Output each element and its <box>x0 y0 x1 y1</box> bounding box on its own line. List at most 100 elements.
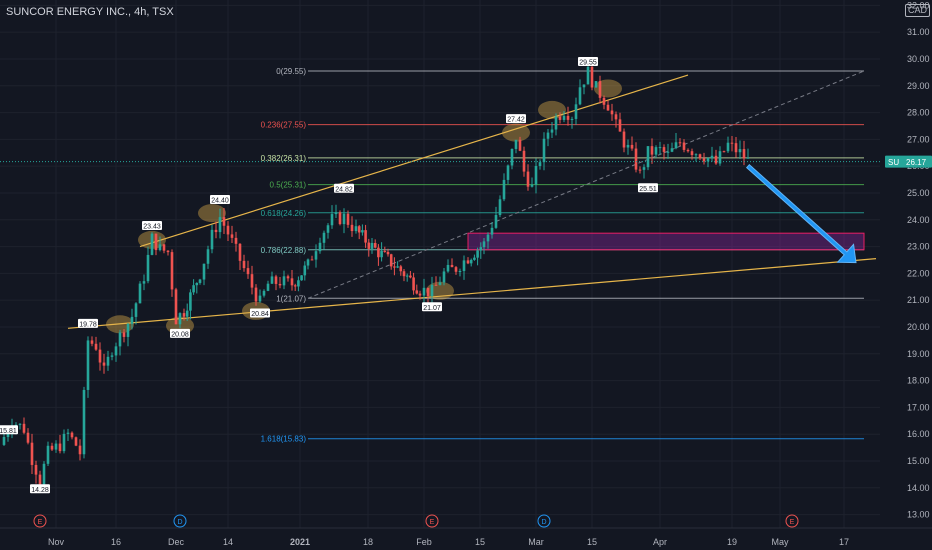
candle-body <box>538 162 542 167</box>
x-tick-label: Nov <box>48 537 65 547</box>
chart-title: SUNCOR ENERGY INC., 4h, TSX <box>6 6 174 18</box>
candle-body <box>594 81 598 88</box>
y-tick-label: 14.00 <box>907 483 930 493</box>
candle-body <box>405 275 409 277</box>
candle-body <box>330 214 334 226</box>
candle-body <box>430 284 434 297</box>
candle-body <box>192 285 195 293</box>
candle-body <box>174 289 178 325</box>
price-annotation-box <box>0 425 18 435</box>
candle-body <box>234 237 238 244</box>
y-tick-label: 20.00 <box>907 322 930 332</box>
candle-body <box>82 389 86 455</box>
price-annotation-label: 19.78 <box>79 321 97 328</box>
candle-body <box>738 149 742 153</box>
candle-body <box>606 104 610 111</box>
candle-body <box>206 249 210 264</box>
candle-body <box>306 259 310 266</box>
candle-body <box>690 151 694 155</box>
candle-body <box>326 225 330 233</box>
candle-body <box>678 142 682 144</box>
candle-body <box>610 110 614 115</box>
candle-body <box>377 247 380 258</box>
projection-arrow <box>745 163 857 264</box>
candle-body <box>626 144 630 148</box>
currency-label: CAD <box>905 4 931 17</box>
y-tick-label: 28.00 <box>907 108 930 118</box>
price-annotation-label: 21.07 <box>423 305 441 312</box>
candle-body <box>346 213 350 225</box>
candle-body <box>742 149 746 159</box>
event-marker-label: D <box>541 519 546 526</box>
candle-body <box>550 129 554 133</box>
candle-body <box>666 151 670 153</box>
candle-body <box>578 87 582 105</box>
candle-body <box>514 139 518 149</box>
candle-body <box>30 442 34 465</box>
candle-body <box>458 270 462 272</box>
candle-body <box>46 445 50 464</box>
price-annotation-box <box>210 195 230 205</box>
candle-body <box>118 332 122 347</box>
candle-body <box>482 241 486 248</box>
candle-body <box>6 432 10 438</box>
candle-body <box>282 276 286 286</box>
candle-body <box>476 250 479 258</box>
candle-body <box>318 242 322 252</box>
candle-body <box>278 283 282 286</box>
candle-body <box>102 362 106 366</box>
candle-body <box>322 232 326 243</box>
y-tick-label: 32.00 <box>907 0 930 10</box>
candle-body <box>722 151 726 153</box>
candle-body <box>195 282 199 286</box>
candle-body <box>450 264 454 268</box>
candle-body <box>178 313 182 325</box>
price-annotation-box <box>30 484 50 494</box>
candle-body <box>438 282 442 285</box>
candle-body <box>230 234 234 238</box>
candle-body <box>422 287 426 296</box>
current-price-symbol: SU <box>888 158 899 167</box>
price-annotation-label: 14.28 <box>31 487 49 494</box>
candle-body <box>469 259 473 264</box>
y-tick-label: 29.00 <box>907 81 930 91</box>
candle-body <box>70 432 74 438</box>
candle-body <box>134 303 138 317</box>
candle-body <box>730 142 734 144</box>
fib-level-label: 0.786(22.88) <box>261 246 307 255</box>
candle-body <box>562 115 566 120</box>
candle-body <box>262 290 266 296</box>
candle-body <box>479 247 483 251</box>
candle-body <box>130 316 134 324</box>
candle-body <box>218 217 222 233</box>
event-marker-label: E <box>430 519 435 526</box>
candle-body <box>698 154 702 159</box>
candle-body <box>162 244 166 251</box>
candle-body <box>402 271 406 277</box>
candle-body <box>558 116 562 120</box>
candle-body <box>466 260 470 264</box>
candle-body <box>714 155 718 164</box>
current-price-value: 26.17 <box>906 158 927 167</box>
x-tick-label: May <box>771 537 789 547</box>
candle-body <box>434 284 438 286</box>
fib-level-label: 1.618(15.83) <box>261 435 307 444</box>
candle-body <box>58 443 62 452</box>
candle-body <box>166 250 170 253</box>
candle-body <box>158 244 162 251</box>
candle-body <box>598 81 602 98</box>
x-tick-label: Dec <box>168 537 185 547</box>
x-tick-label: 16 <box>111 537 121 547</box>
candle-body <box>238 243 242 261</box>
candle-body <box>18 423 22 425</box>
y-tick-label: 15.00 <box>907 456 930 466</box>
candle-body <box>364 230 367 243</box>
candle-body <box>354 226 358 232</box>
candle-body <box>618 119 622 132</box>
candle-body <box>373 242 377 248</box>
candle-body <box>486 234 490 242</box>
trendline <box>139 74 689 248</box>
candle-body <box>266 283 270 291</box>
